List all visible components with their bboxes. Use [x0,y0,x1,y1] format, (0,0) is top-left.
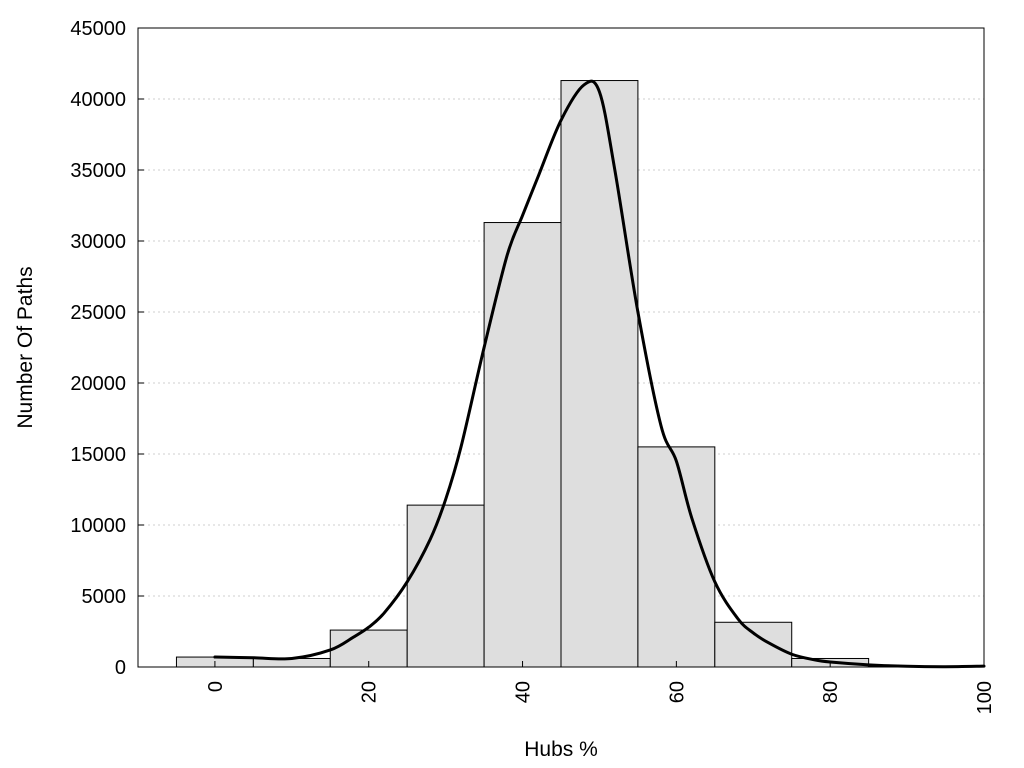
y-tick-label: 40000 [70,89,126,111]
plot-frame [137,27,985,668]
histogram-bar-3 [406,504,485,668]
x-tick-label: 20 [359,681,381,703]
y-tick-label: 15000 [70,444,126,466]
y-tick-label: 45000 [70,18,126,40]
grid-lines [138,98,984,597]
histogram-bar-4 [483,222,562,668]
x-tick-label: 60 [666,681,688,703]
y-tick-label: 0 [115,657,126,679]
histogram-bar-5 [560,80,639,668]
histogram-bars [175,80,985,668]
density-curve [213,79,986,669]
histogram-bar-6 [637,446,716,668]
histogram-bar-2 [329,629,408,668]
y-axis-title: Number Of Paths [14,266,37,428]
histogram-bar-7 [714,621,793,668]
x-tick-label: 100 [974,681,996,714]
y-tick-label: 20000 [70,373,126,395]
y-tick-label: 5000 [82,586,127,608]
y-tick-label: 35000 [70,160,126,182]
y-axis-ticks: 0 5000 10000 15000 20000 25000 30000 35000 40000… [70,18,144,679]
density-curve-layer [213,79,986,669]
x-tick-label: 0 [205,681,227,692]
x-axis-ticks: 0 20 40 60 80 100 [205,661,996,714]
x-axis-title: Hubs % [524,738,598,761]
y-tick-label: 10000 [70,515,126,537]
y-tick-label: 25000 [70,302,126,324]
x-tick-label: 40 [513,681,535,703]
x-tick-label: 80 [820,681,842,703]
y-tick-label: 30000 [70,231,126,253]
